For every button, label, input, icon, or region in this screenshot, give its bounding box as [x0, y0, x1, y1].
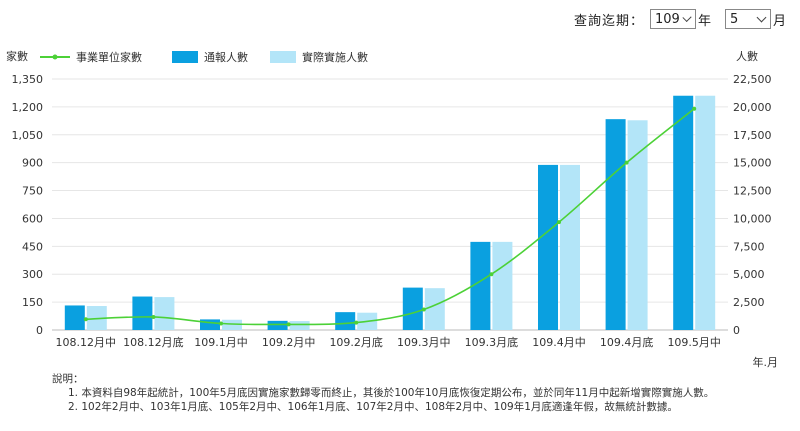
bar-implemented: [695, 95, 716, 330]
x-tick-label: 109.1月中: [194, 336, 248, 349]
x-tick-label: 109.5月中: [667, 336, 721, 349]
line-path: [85, 108, 695, 326]
month-value: 5: [729, 11, 739, 27]
line-series: [83, 106, 697, 327]
year-select[interactable]: 109: [649, 9, 696, 29]
legend-swatch-point: [52, 54, 58, 60]
note-item-2: 2. 102年2月中、103年1月底、105年2月中、106年1月底、107年2…: [68, 401, 678, 413]
bar-reported: [402, 287, 423, 330]
y-right-tick-label: 22,500: [733, 73, 772, 86]
x-tick-label: 108.12月底: [123, 335, 184, 349]
bar-reported: [673, 95, 694, 330]
bar-reported: [64, 305, 85, 330]
line-point: [219, 321, 223, 326]
bar-implemented: [560, 164, 580, 330]
x-tick-label: 109.4月底: [600, 335, 654, 349]
y-left-tick-label: 1,200: [12, 101, 44, 114]
x-axis-label: 年.月: [753, 355, 779, 369]
legend: 事業單位家數 通報人數 實際實施人數: [40, 50, 368, 64]
line-point: [83, 317, 88, 322]
x-tick-label: 109.3月中: [397, 336, 451, 349]
line-point: [286, 322, 291, 327]
bar-reported: [605, 119, 626, 330]
legend-swatch-bar: [270, 51, 296, 63]
bar-implemented: [627, 120, 648, 330]
y-left-tick-label: 1,350: [12, 73, 44, 86]
bar-reported: [132, 296, 153, 330]
gridlines: [52, 78, 728, 331]
y-right-tick-label: 20,000: [733, 101, 772, 114]
bar-reported: [200, 319, 220, 330]
y-left-tick-label: 0: [36, 324, 43, 337]
month-select[interactable]: 5: [724, 9, 771, 29]
y-right-tick-label: 0: [733, 324, 740, 337]
y-left-tick-label: 1,050: [12, 129, 44, 142]
legend-label: 通報人數: [204, 51, 248, 64]
y-left-tick-label: 750: [22, 185, 43, 198]
y-right-axis-label: 人數: [736, 50, 758, 63]
combo-chart: 0 0 150 2,500 300 5,000 450 7,500 600 10,000 750 12…: [6, 49, 778, 369]
bar-reported: [267, 320, 288, 330]
bar-reported: [538, 164, 558, 330]
y-right-tick-label: 5,000: [733, 268, 765, 281]
y-left-tick-label: 900: [22, 157, 43, 170]
query-bar: 查詢迄期： 109 年 5 月: [574, 8, 786, 30]
y-left-tick-label: 150: [22, 296, 43, 309]
bar-marks: [64, 95, 716, 330]
y-right-tick-label: 17,500: [733, 129, 772, 142]
line-point: [489, 272, 494, 277]
line-point: [557, 220, 561, 225]
line-point: [692, 106, 697, 111]
y-right-tick-label: 2,500: [733, 296, 765, 309]
bar-reported: [470, 241, 491, 330]
notes: 說明： 1. 本資料自98年起統計，100年5月底因實施家數歸零而終止，其後於1…: [52, 372, 714, 414]
y-left-tick-label: 300: [22, 268, 43, 281]
y-right-tick-label: 7,500: [733, 240, 765, 253]
line-point: [354, 320, 359, 325]
line-point: [624, 160, 629, 165]
x-tick-label: 109.2月中: [262, 336, 316, 349]
query-label: 查詢迄期：: [573, 13, 644, 29]
bar-implemented: [424, 288, 445, 330]
bar-implemented: [222, 319, 242, 330]
line-point: [421, 307, 426, 312]
bar-implemented: [492, 241, 513, 330]
y-right-tick-label: 12,500: [733, 185, 772, 198]
x-tick-label: 109.2月底: [329, 335, 383, 349]
x-tick-label: 109.3月底: [465, 335, 519, 349]
legend-label: 事業單位家數: [76, 50, 142, 64]
line-point: [151, 314, 156, 319]
y-right-tick-label: 10,000: [733, 212, 772, 225]
month-unit: 月: [772, 13, 786, 29]
bar-implemented: [289, 321, 310, 330]
note-item-1: 1. 本資料自98年起統計，100年5月底因實施家數歸零而終止，其後於100年1…: [68, 387, 715, 399]
year-value: 109: [654, 11, 680, 27]
legend-label: 實際實施人數: [302, 50, 368, 64]
bar-implemented: [154, 297, 175, 330]
x-tick-label: 109.4月中: [532, 336, 586, 349]
year-unit: 年: [697, 13, 711, 29]
y-right-tick-label: 15,000: [733, 157, 772, 170]
x-tick-label: 108.12月中: [56, 336, 117, 349]
y-left-tick-label: 450: [22, 240, 43, 253]
bar-reported: [335, 312, 356, 330]
notes-title: 說明：: [52, 373, 84, 385]
axes: 0 0 150 2,500 300 5,000 450 7,500 600 10,000 750 12…: [6, 49, 778, 369]
legend-swatch-bar: [172, 51, 198, 63]
y-left-axis-label: 家數: [6, 49, 28, 63]
y-left-tick-label: 600: [22, 212, 43, 225]
